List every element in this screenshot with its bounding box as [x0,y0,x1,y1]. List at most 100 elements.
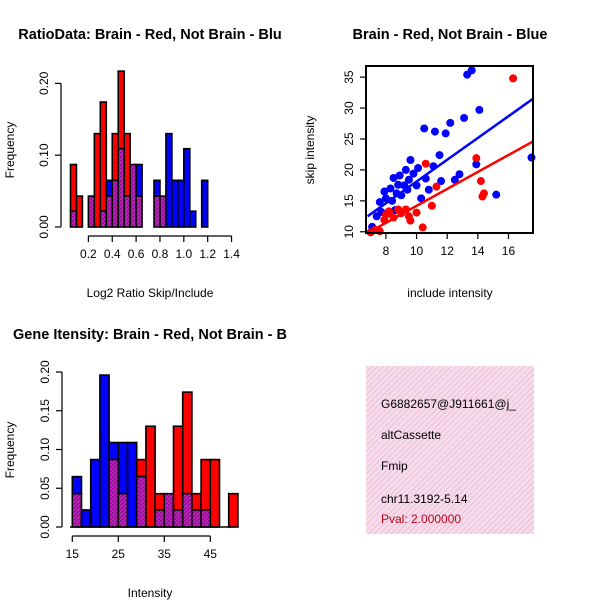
ratio-histogram-bar-blue [177,179,185,228]
intensity-histogram-x-tick-label: 45 [204,547,218,561]
intensity-histogram-bar-overlap [117,492,129,528]
ratio-histogram-x-tick-label: 0.8 [152,247,169,261]
ratio-histogram-ylabel: Frequency [3,122,17,179]
intensity-histogram-bar-overlap [172,509,184,528]
intensity-histogram: Gene Itensity: Brain - Red, Not Brain - … [3,327,287,600]
scatter-point-blue [420,124,429,133]
scatter-point-blue [475,105,484,114]
ratio-histogram-bars [69,70,209,228]
scatter-point-blue [375,198,384,207]
intensity-histogram-bar-blue [117,441,129,495]
intensity-histogram-y-tick-label: 0.05 [38,476,52,500]
ratio-histogram-bar-blue [165,132,173,228]
scatter-point-blue [401,165,410,174]
scatter-point-blue [435,151,444,160]
ratio-histogram-x-tick-label: 1.2 [199,247,216,261]
intensity-histogram-bar-red [191,492,202,511]
ratio-histogram-bar-red [117,70,125,150]
intensity-histogram-ylabel: Frequency [3,422,17,479]
ratio-histogram-x-tick-label: 0.2 [80,247,97,261]
scatter-points [366,66,536,237]
gene-id-text: G6882657@J911661@j_ [381,397,516,411]
scatter-y-tick-label: 10 [342,225,356,239]
scatter-point-red [421,159,430,168]
intensity-histogram-bars [71,374,239,528]
intensity-histogram-bar-overlap [108,458,120,528]
event-info-box: G6882657@J911661@j_ altCassette Fmip chr… [366,366,534,534]
intensity-histogram-bar-red [154,492,166,511]
ratio-histogram-bar-overlap [135,195,143,228]
scatter-point-blue [380,187,389,196]
scatter-y-tick-label: 20 [342,163,356,177]
intensity-histogram-bar-red [227,492,239,528]
scatter-point-blue [460,113,469,122]
intensity-histogram-bar-red [200,458,212,511]
gene-name-text: Fmip [381,459,408,473]
intensity-histogram-bar-overlap [154,509,166,528]
ratio-histogram-bar-red [111,132,120,182]
scatter-point-blue [446,118,455,127]
scatter-point-blue [404,175,413,184]
ratio-histogram-bar-blue [105,179,114,197]
pval-text: Pval: 2.000000 [381,512,462,526]
scatter-point-blue [406,156,415,165]
scatter-y-tick-label: 15 [342,194,356,208]
scatter-ylabel: skip intensity [303,116,317,185]
scatter-point-blue [389,173,398,182]
ratio-histogram-bar-red [75,195,84,228]
scatter-x-tick-label: 16 [502,244,516,258]
scatter-xlabel: include intensity [407,286,492,300]
intensity-histogram-y-tick-label: 0.10 [38,437,52,461]
location-text: chr11.3192-5.14 [381,492,468,506]
ratio-histogram-bar-blue [200,179,209,228]
ratio-histogram-bar-blue [135,163,143,197]
scatter-point-red [427,201,436,210]
scatter-point-blue [414,164,423,173]
ratio-histogram-bar-blue [153,179,161,197]
ratio-histogram-x-tick-label: 0.6 [128,247,145,261]
intensity-histogram-x-tick-label: 25 [112,547,126,561]
intensity-histogram-bar-red [145,425,156,528]
scatter-point-red [509,74,518,83]
ratio-histogram-title: RatioData: Brain - Red, Not Brain - Blu [18,27,281,43]
ratio-histogram-bar-overlap [111,179,120,228]
intensity-histogram-bar-overlap [163,492,175,528]
intensity-histogram-y-tick-label: 0.15 [38,399,52,423]
intensity-histogram-title: Gene Itensity: Brain - Red, Not Brain - … [13,327,287,343]
ratio-histogram-bar-overlap [69,210,78,228]
intensity-histogram-bar-blue [80,509,92,528]
ratio-histogram-bar-overlap [153,195,161,228]
scatter-axes: 8 10 12 14 16 10 15 20 25 30 35 [342,65,534,258]
scatter-x-tick-label: 10 [410,244,424,258]
scatter-point-blue [455,170,464,179]
scatter-x-tick-label: 12 [441,244,455,258]
scatter-x-tick-label: 14 [471,244,485,258]
scatter-point-red [472,154,481,163]
intensity-scatter-plot: Brain - Red, Not Brain - Blue include in… [303,27,547,300]
scatter-point-blue [386,184,395,193]
ratio-histogram-y-tick-label: 0.10 [37,143,51,167]
intensity-histogram-bar-red [181,391,193,495]
ratio-histogram-bar-red [93,132,102,228]
intensity-histogram-x-tick-label: 35 [158,547,172,561]
ratio-histogram-bar-blue [171,179,179,228]
ratio-histogram-bar-overlap [99,210,108,228]
ratio-histogram-y-tick-label: 0.00 [37,215,51,239]
intensity-histogram-bar-overlap [181,492,193,528]
ratio-histogram-x-tick-label: 0.4 [104,247,121,261]
ratio-histogram-x-tick-label: 1.0 [175,247,192,261]
scatter-point-red [432,182,441,191]
scatter-point-blue [409,169,418,178]
scatter-y-tick-label: 35 [342,70,356,84]
scatter-point-red [412,208,421,217]
intensity-histogram-bar-overlap [191,509,202,528]
ratio-histogram-bar-red [69,163,78,213]
scatter-point-blue [527,153,536,162]
ratio-histogram-bar-blue [183,147,191,228]
ratio-histogram-bar-overlap [105,195,114,228]
ratio-histogram-axes: 0.00 0.10 0.20 0.2 0.4 0.6 0.8 1.0 1.2 1.4 [37,71,240,261]
ratio-histogram-xlabel: Log2 Ratio Skip/Include [87,286,214,300]
scatter-point-blue [394,180,403,189]
scatter-point-blue [430,127,439,136]
intensity-histogram-bar-blue [108,441,120,461]
